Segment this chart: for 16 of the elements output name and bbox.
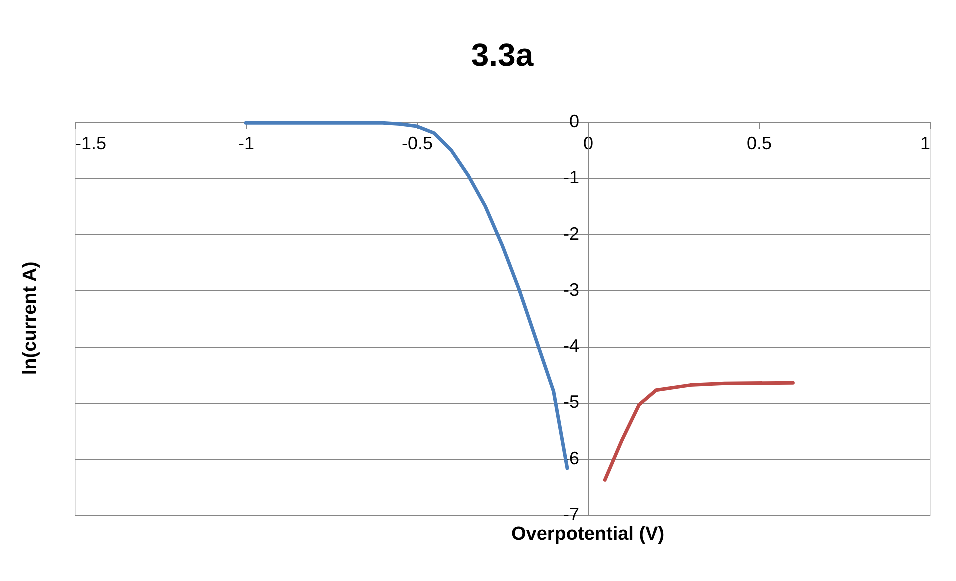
y-tick-label: -3: [563, 280, 580, 300]
x-tick-label: 1: [920, 134, 930, 154]
x-tick-label: 0.5: [746, 134, 772, 154]
y-tick-label: 0: [569, 112, 580, 132]
y-tick-label: -7: [563, 504, 580, 524]
y-tick-label: -2: [563, 224, 580, 244]
y-tick-label: -1: [563, 168, 580, 188]
x-tick-label: -0.5: [402, 134, 434, 154]
y-axis-title: ln(current A): [20, 262, 41, 376]
x-axis-title: Overpotential (V): [511, 524, 665, 545]
x-tick-label: -1: [238, 134, 255, 154]
y-tick-label: -4: [563, 336, 580, 356]
y-tick-label: -5: [563, 392, 580, 412]
x-tick-label: -1.5: [76, 134, 107, 154]
chart-title: 3.3a: [471, 37, 534, 73]
line-series: [603, 381, 795, 482]
